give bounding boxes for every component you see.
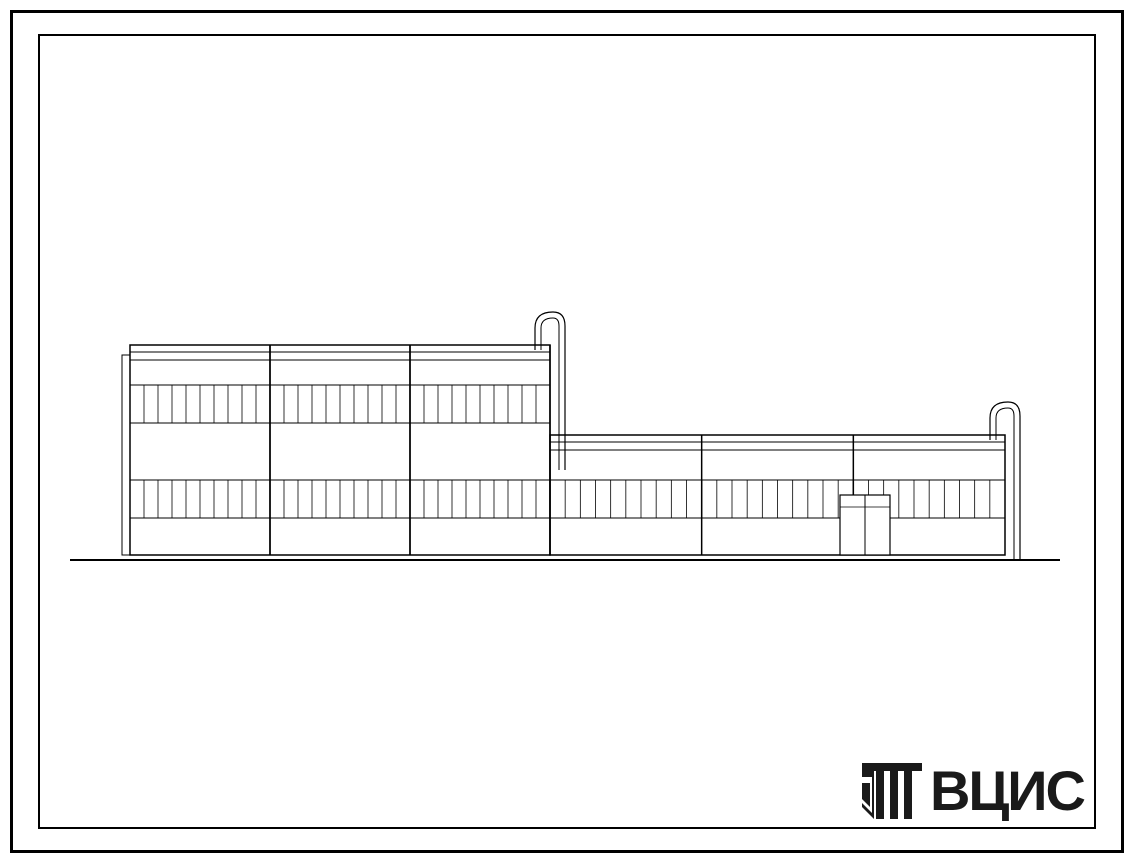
building-elevation-drawing (0, 0, 1134, 863)
logo-icon (862, 763, 922, 819)
logo-text: ВЦИС (930, 758, 1084, 823)
logo: ВЦИС (862, 758, 1084, 823)
